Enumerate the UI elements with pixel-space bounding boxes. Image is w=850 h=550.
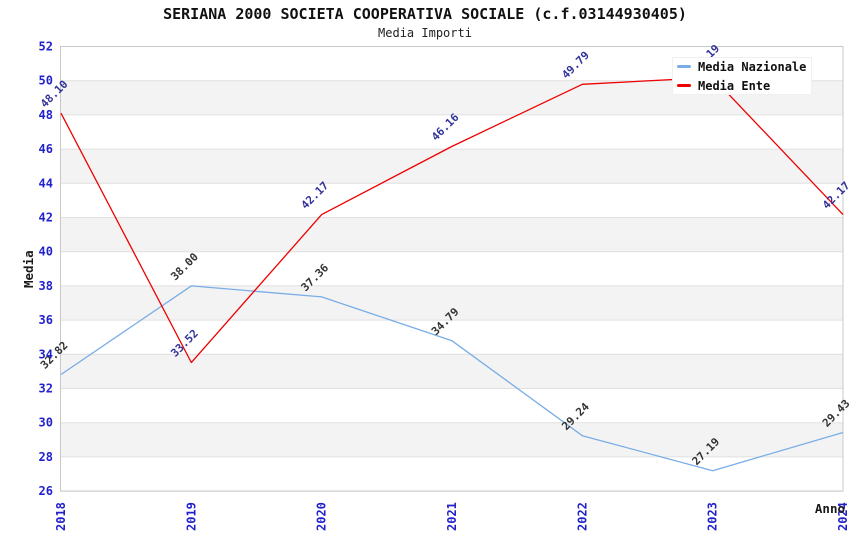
grid-band [60,149,843,184]
legend-label: Media Ente [698,78,771,93]
x-tick-label: 2023 [706,502,720,531]
y-tick-label: 52 [39,40,53,54]
y-tick-label: 44 [39,176,53,190]
y-tick-label: 36 [39,313,53,327]
y-tick-label: 48 [39,108,53,122]
data-label: 38.00 [168,250,201,283]
plot-border [60,46,844,492]
y-tick-label: 42 [39,211,53,225]
x-tick-label: 2021 [445,502,459,531]
data-label: 46.16 [429,111,462,144]
grid-band [60,354,843,389]
y-tick-label: 38 [39,279,53,293]
series-line-media-nazionale [60,285,844,472]
grid-band [60,285,843,321]
y-tick-label: 46 [39,142,53,156]
legend-label: Media Nazionale [698,59,807,74]
legend: Media Nazionale Media Ente [672,57,812,95]
line-swatch-icon [677,65,691,68]
y-axis-title: Media [21,250,36,288]
data-label: 49.79 [559,49,592,82]
y-tick-label: 50 [39,74,53,88]
line-swatch-icon [677,84,691,87]
x-tick-label: 2022 [575,502,589,531]
legend-item-media-ente[interactable]: Media Ente [677,78,811,94]
y-tick-label: 30 [39,416,53,430]
x-axis-title: Anno [815,501,845,516]
y-tick-label: 40 [39,245,53,259]
data-label: 42.17 [299,179,332,212]
grid-band [60,217,843,252]
x-tick-label: 2024 [836,502,850,531]
y-tick-label: 34 [39,347,53,361]
y-tick-label: 26 [39,484,53,498]
chart-title: SERIANA 2000 SOCIETA COOPERATIVA SOCIALE… [163,5,687,23]
grid-band [60,422,843,457]
legend-item-media-nazionale[interactable]: Media Nazionale [677,59,811,75]
x-tick-label: 2020 [315,502,329,531]
x-tick-label: 2018 [54,502,68,531]
y-tick-label: 28 [39,450,53,464]
x-tick-label: 2019 [184,502,198,531]
chart-subtitle: Media Importi [378,26,472,40]
y-tick-label: 32 [39,382,53,396]
